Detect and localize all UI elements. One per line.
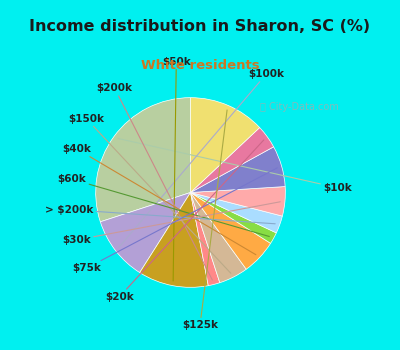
- Wedge shape: [100, 193, 190, 273]
- Wedge shape: [190, 193, 270, 269]
- Wedge shape: [190, 193, 246, 283]
- Text: $75k: $75k: [72, 168, 277, 273]
- Wedge shape: [96, 98, 190, 222]
- Text: $10k: $10k: [118, 139, 352, 193]
- Text: $60k: $60k: [58, 174, 269, 237]
- Wedge shape: [190, 98, 260, 192]
- Wedge shape: [190, 128, 274, 192]
- Wedge shape: [190, 147, 285, 193]
- Text: $200k: $200k: [97, 83, 212, 280]
- Text: $40k: $40k: [62, 144, 256, 255]
- Text: White residents: White residents: [141, 59, 259, 72]
- Text: $50k: $50k: [162, 57, 191, 281]
- Wedge shape: [190, 193, 276, 243]
- Text: $30k: $30k: [62, 202, 280, 245]
- Text: Income distribution in Sharon, SC (%): Income distribution in Sharon, SC (%): [30, 19, 370, 34]
- Text: > $200k: > $200k: [45, 204, 275, 224]
- Text: $100k: $100k: [119, 69, 284, 247]
- Wedge shape: [190, 187, 285, 216]
- Wedge shape: [190, 193, 282, 233]
- Text: $150k: $150k: [68, 113, 231, 273]
- Text: $125k: $125k: [182, 110, 227, 330]
- Text: ⓘ City-Data.com: ⓘ City-Data.com: [260, 102, 339, 112]
- Wedge shape: [140, 193, 208, 287]
- Text: $20k: $20k: [105, 140, 264, 302]
- Wedge shape: [190, 193, 220, 286]
